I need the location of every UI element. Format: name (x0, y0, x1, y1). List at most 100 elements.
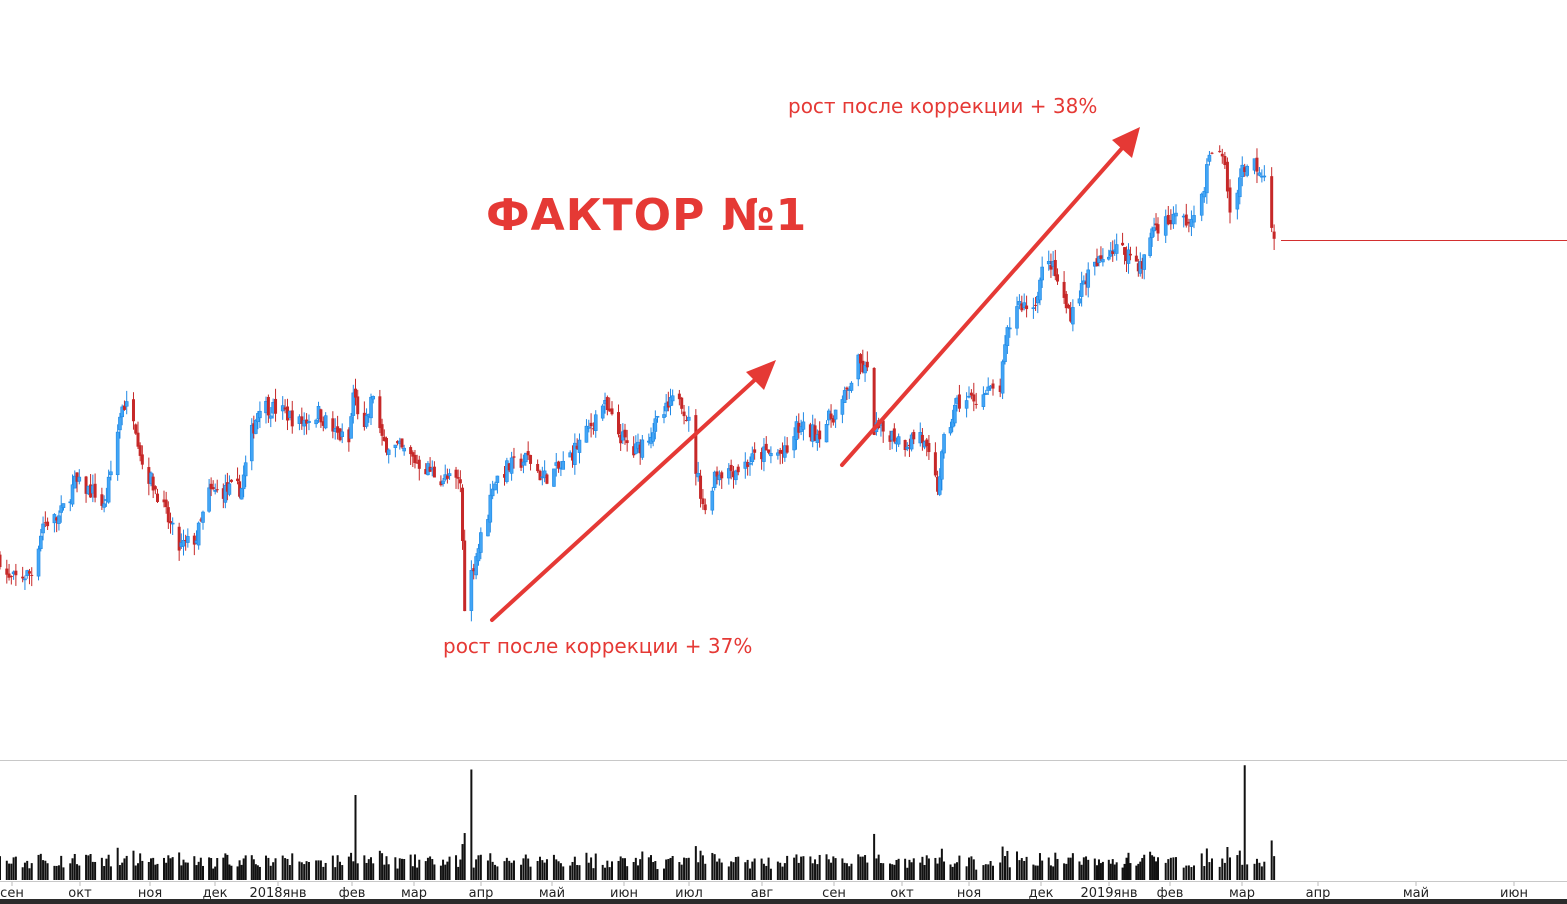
volume-bar (578, 865, 581, 880)
candle-body (1095, 258, 1099, 267)
candle-body (378, 396, 382, 429)
candle-body (385, 437, 388, 453)
candle (1069, 302, 1073, 323)
candle (670, 389, 675, 406)
candle (109, 460, 113, 481)
volume-bar (746, 859, 749, 880)
candle (521, 454, 526, 474)
candle-body (102, 503, 106, 508)
candle (9, 575, 13, 585)
candle (829, 404, 833, 428)
volume-bar (562, 866, 565, 880)
candle (55, 516, 59, 533)
candle (617, 404, 620, 438)
candle (937, 468, 942, 497)
volume-bar (254, 864, 257, 880)
candle (920, 428, 924, 451)
volume-bar (781, 866, 784, 880)
volume-bar (186, 862, 189, 880)
candle (1218, 145, 1222, 153)
volume-bar (621, 858, 624, 880)
volume-bar (10, 863, 13, 880)
volume-bar (904, 858, 907, 880)
candle (699, 469, 703, 508)
candle-body (519, 458, 523, 468)
volume-bar (1096, 865, 1098, 880)
candle (1086, 262, 1091, 298)
volume-bar (69, 863, 72, 880)
candle-body (521, 461, 526, 466)
candle-body (456, 477, 460, 479)
candle-body (1034, 304, 1038, 306)
candle (124, 390, 129, 415)
volume-bar (505, 857, 508, 880)
candle-body (750, 453, 755, 463)
candle-body (115, 431, 120, 476)
candle (1084, 273, 1088, 296)
volume-bar (444, 864, 447, 880)
volume-bar (1078, 861, 1081, 880)
volume-bar (439, 865, 442, 880)
candle (776, 449, 780, 460)
candle (441, 478, 445, 487)
candle (1262, 165, 1267, 182)
volume-bar (76, 864, 79, 880)
candle (140, 445, 144, 470)
volume-bar (156, 863, 159, 880)
volume-bar (1223, 862, 1226, 880)
candle-body (413, 454, 417, 463)
candle (456, 469, 460, 490)
x-tick-label: июн (1500, 886, 1528, 901)
volume-bar (720, 862, 723, 880)
candle-body (201, 511, 205, 523)
candle (396, 440, 400, 446)
candle (694, 409, 698, 486)
volume-bar (44, 860, 47, 880)
candle-body (981, 394, 986, 407)
candle (84, 475, 88, 503)
volume-bar (459, 859, 462, 880)
candle-body (354, 388, 357, 398)
candle (1189, 210, 1194, 237)
candle (1121, 232, 1125, 247)
volume-bar (857, 854, 860, 880)
candle-body (948, 427, 953, 434)
candle-body (964, 400, 969, 409)
candle (623, 423, 627, 445)
volume-bar (413, 854, 416, 880)
candle (684, 415, 688, 422)
candle (1003, 335, 1007, 365)
volume-bar (875, 858, 878, 880)
volume-bar (118, 865, 121, 880)
volume-bar (396, 868, 399, 880)
candle-body (1243, 167, 1247, 173)
volume-bar (843, 862, 846, 880)
volume-bar (230, 865, 233, 880)
volume-bar (139, 853, 142, 880)
candle (1207, 151, 1212, 166)
volume-bar (524, 854, 527, 880)
candle (382, 429, 386, 442)
volume-bar (958, 855, 961, 880)
candle-body (1152, 227, 1156, 232)
candle (378, 389, 382, 434)
volume-bar (78, 865, 81, 880)
volume-bar (624, 858, 626, 880)
candle-body (712, 471, 717, 488)
volume-bar (238, 860, 241, 880)
candle-body (881, 420, 885, 432)
candle (638, 439, 642, 465)
candle (166, 501, 170, 529)
volume-bar (1056, 858, 1059, 880)
candle-body (909, 434, 914, 450)
volume-bar (171, 857, 174, 880)
candle-body (748, 462, 752, 465)
candle-body (196, 522, 201, 546)
volume-bar (732, 862, 735, 880)
volume-bar (510, 862, 513, 880)
volume-bar (1093, 858, 1096, 880)
candle-body (845, 387, 849, 390)
volume-bar (1006, 850, 1009, 880)
volume-bar (951, 866, 954, 880)
candle (974, 392, 978, 409)
